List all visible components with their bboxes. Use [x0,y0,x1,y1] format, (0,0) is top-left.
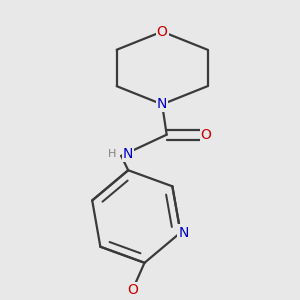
Text: N: N [157,97,167,111]
Text: O: O [201,128,212,142]
Text: N: N [178,226,189,240]
Text: H: H [108,149,117,159]
Text: O: O [127,283,138,297]
Text: O: O [157,25,168,39]
Text: N: N [123,147,133,161]
